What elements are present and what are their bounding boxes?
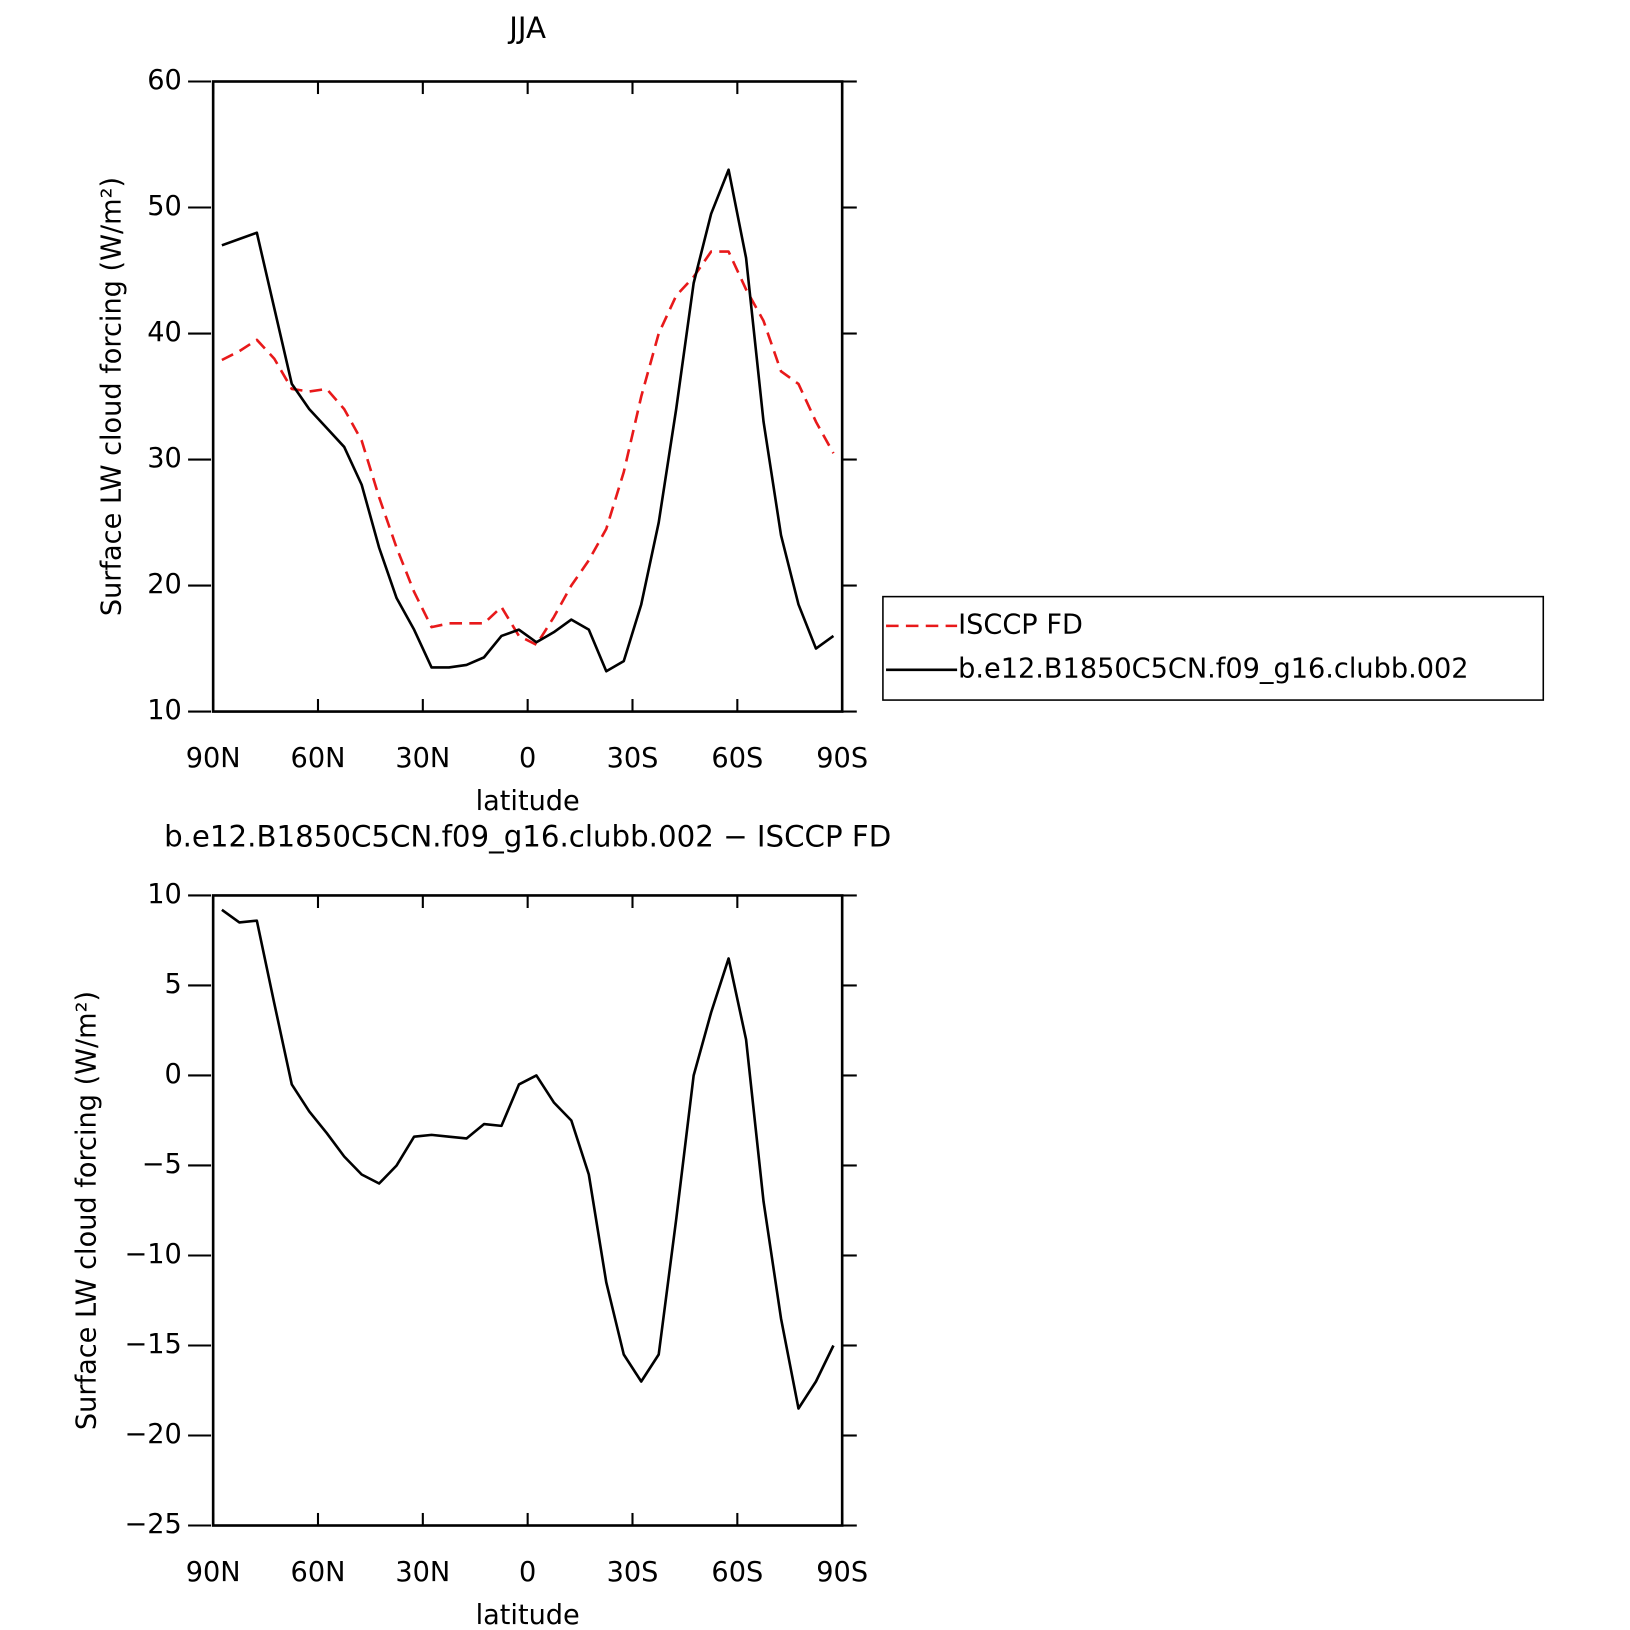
x-tick-label: 60S [711,1557,763,1588]
x-tick-label: 90S [816,1557,868,1588]
x-tick-label: 0 [519,1557,536,1588]
x-tick-label: 90N [186,743,241,774]
y-tick-label: 60 [147,65,182,96]
y-tick-label: 30 [147,443,182,474]
legend-label: ISCCP FD [958,609,1083,640]
y-axis-label: Surface LW cloud forcing (W/m²) [71,991,102,1430]
legend-box [882,595,1545,701]
y-tick-label: 0 [165,1059,182,1090]
x-axis-label: latitude [476,1600,580,1630]
x-tick-label: 30S [607,743,659,774]
x-tick-label: 60N [291,743,346,774]
x-axis-label: latitude [476,786,580,817]
x-tick-label: 30N [395,743,450,774]
x-tick-label: 60N [291,1557,346,1588]
y-axis-label: Surface LW cloud forcing (W/m²) [96,177,127,616]
x-tick-label: 90N [186,1557,241,1588]
y-tick-label: −25 [124,1509,181,1540]
y-tick-label: 10 [147,879,182,910]
chart-title: b.e12.B1850C5CN.f09_g16.clubb.002 − ISCC… [164,819,891,853]
x-tick-label: 90S [816,743,868,774]
plot-frame [211,894,844,1527]
x-tick-label: 30N [395,1557,450,1588]
y-tick-label: −5 [142,1149,182,1180]
data-line [221,168,835,673]
chart-title: JJA [507,11,546,45]
y-tick-label: −20 [124,1419,181,1450]
data-line [221,250,835,647]
x-tick-label: 30S [607,1557,659,1588]
legend-label: b.e12.B1850C5CN.f09_g16.clubb.002 [958,653,1468,684]
y-tick-label: 5 [165,969,182,1000]
y-tick-label: −15 [124,1329,181,1360]
y-tick-label: −10 [124,1239,181,1270]
y-tick-label: 10 [147,695,182,726]
x-tick-label: 60S [711,743,763,774]
data-line [221,908,835,1410]
y-tick-label: 50 [147,191,182,222]
x-tick-label: 0 [519,743,536,774]
y-tick-label: 20 [147,569,182,600]
plot-frame [211,80,844,713]
y-tick-label: 40 [147,317,182,348]
